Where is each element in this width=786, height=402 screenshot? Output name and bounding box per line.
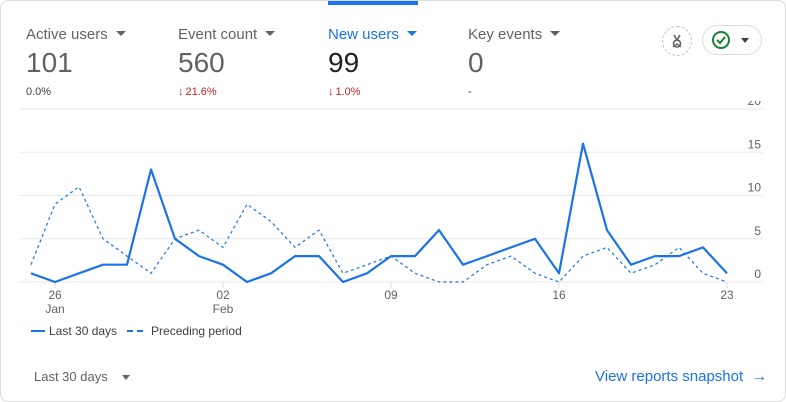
insights-button[interactable] xyxy=(662,26,692,56)
caret-down-icon xyxy=(115,30,126,36)
arrow-down-icon: ↓ xyxy=(178,86,184,98)
arrow-down-icon: ↓ xyxy=(328,86,334,98)
x-tick-label: 09 xyxy=(384,288,398,302)
x-tick-label: 16 xyxy=(552,288,566,302)
legend-label-preceding: Preceding period xyxy=(151,324,242,338)
y-tick-label: 0 xyxy=(754,267,761,281)
x-tick-label: 23 xyxy=(720,288,734,302)
insights-sparkle-icon xyxy=(672,34,682,48)
metric-change: - xyxy=(468,86,472,98)
series-line-preceding-period xyxy=(30,186,728,283)
y-tick-label: 15 xyxy=(748,137,762,151)
legend-dashed-swatch xyxy=(127,330,144,332)
data-status-button[interactable] xyxy=(702,25,762,55)
chart-series xyxy=(30,142,728,284)
y-tick-label: 10 xyxy=(748,181,762,195)
view-reports-snapshot-link[interactable]: View reports snapshot → xyxy=(595,368,768,385)
metric-event-count[interactable]: Event count 560 ↓ 21.6% xyxy=(178,1,318,105)
metric-value: 560 xyxy=(178,47,225,78)
legend-solid-swatch xyxy=(31,330,45,332)
series-line-last-30-days xyxy=(30,142,728,284)
arrow-right-icon: → xyxy=(751,368,768,385)
x-tick-label: 26 xyxy=(48,288,62,302)
x-tick-sublabel: Jan xyxy=(45,302,64,316)
metric-change: ↓ 1.0% xyxy=(328,86,361,98)
caret-down-icon xyxy=(741,38,749,43)
metric-change: ↓ 21.6% xyxy=(178,86,217,98)
caret-down-icon xyxy=(121,375,130,381)
metric-change: 0.0% xyxy=(26,86,52,98)
caret-down-icon xyxy=(406,30,417,36)
metric-label: New users xyxy=(328,26,417,43)
metric-active-users[interactable]: Active users 101 0.0% xyxy=(26,1,166,105)
metric-selected-indicator xyxy=(328,1,418,5)
caret-down-icon xyxy=(550,30,561,36)
metric-key-events[interactable]: Key events 0 - xyxy=(468,1,608,105)
metric-value: 99 xyxy=(328,47,360,78)
x-tick-label: 02 xyxy=(216,288,230,302)
metric-value: 0 xyxy=(468,47,484,78)
chart-grid xyxy=(19,108,763,283)
caret-down-icon xyxy=(265,30,276,36)
date-range-selector[interactable]: Last 30 days xyxy=(34,369,130,384)
check-circle-icon xyxy=(712,31,730,49)
metric-new-users[interactable]: New users 99 ↓ 1.0% xyxy=(328,1,468,105)
metric-label: Event count xyxy=(178,26,276,43)
metric-label: Key events xyxy=(468,26,561,43)
legend-label-current: Last 30 days xyxy=(49,324,118,338)
x-tick-sublabel: Feb xyxy=(213,302,234,316)
y-tick-label: 5 xyxy=(754,224,761,238)
metric-value: 101 xyxy=(26,47,73,78)
chart-legend: Last 30 days Preceding period xyxy=(31,324,242,338)
metric-label: Active users xyxy=(26,26,126,43)
y-axis-ticks: 0 5 10 15 20 xyxy=(748,101,762,281)
y-tick-label: 20 xyxy=(748,101,762,108)
